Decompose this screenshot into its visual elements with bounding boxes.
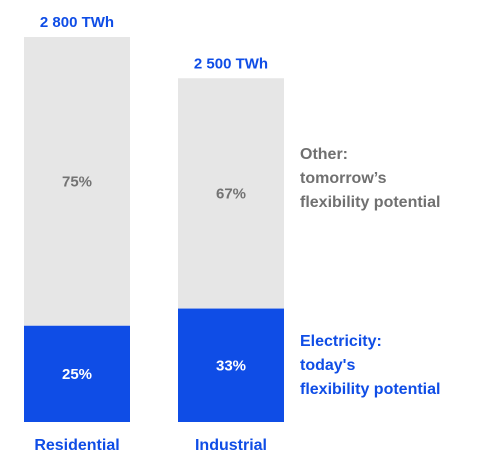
value-label-other-industrial: 67% [216,185,246,202]
total-label-industrial: 2 500 TWh [194,55,268,72]
bar-segment-electricity-residential [24,325,130,422]
legend-electricity-line-1: Electricity: [300,333,382,350]
bar-segment-electricity-industrial [178,308,284,422]
bar-segment-other-residential [24,37,130,326]
category-label-industrial: Industrial [195,437,267,454]
value-label-electricity-industrial: 33% [216,357,246,374]
legend-electricity-line-3: flexibility potential [300,381,440,398]
total-label-residential: 2 800 TWh [40,14,114,31]
legend-other-line-2: tomorrow’s [300,170,387,187]
value-label-other-residential: 75% [62,173,92,190]
legend-other-line-1: Other: [300,146,348,163]
legend-other-line-3: flexibility potential [300,194,440,211]
category-label-residential: Residential [34,437,119,454]
value-label-electricity-residential: 25% [62,366,92,383]
bar-segment-other-industrial [178,78,284,309]
legend-electricity-line-2: today's [300,357,355,374]
